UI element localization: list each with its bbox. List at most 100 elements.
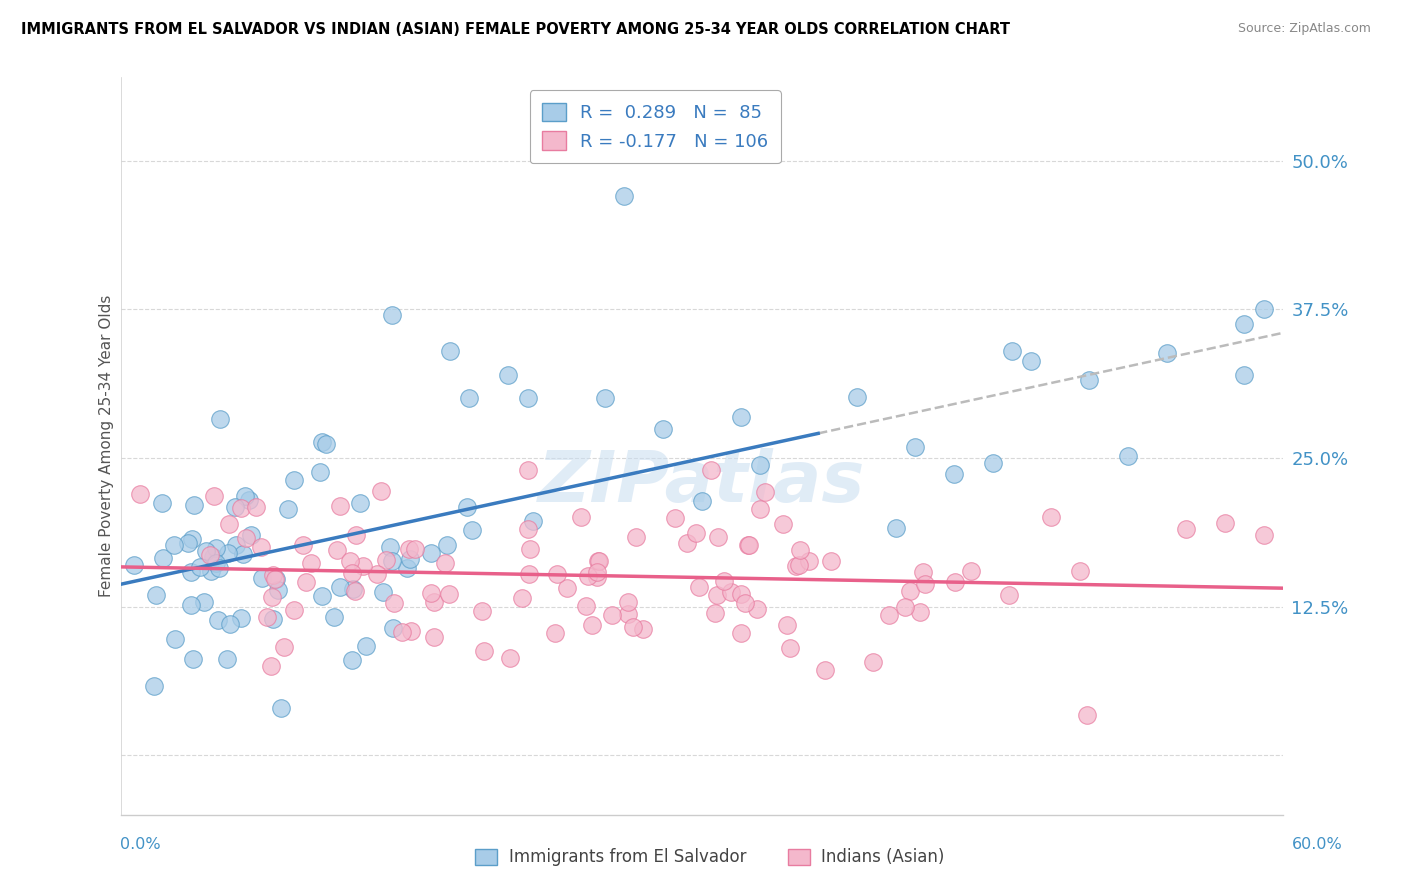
- Point: [748, 502, 770, 516]
- Point: [789, 543, 811, 558]
- Point: [1001, 343, 1024, 358]
- Point: [512, 591, 534, 606]
- Point: [340, 653, 363, 667]
- Point: [342, 582, 364, 596]
- Point: [329, 580, 352, 594]
- Point: [188, 559, 211, 574]
- Point: [229, 500, 252, 515]
- Point: [381, 308, 404, 322]
- Point: [516, 392, 538, 406]
- Point: [461, 523, 484, 537]
- Point: [366, 566, 388, 581]
- Point: [240, 528, 263, 542]
- Point: [690, 493, 713, 508]
- Point: [593, 392, 616, 406]
- Point: [329, 499, 352, 513]
- Point: [914, 577, 936, 591]
- Point: [472, 644, 495, 658]
- Point: [581, 617, 603, 632]
- Point: [326, 543, 349, 558]
- Point: [749, 458, 772, 472]
- Point: [862, 656, 884, 670]
- Point: [1156, 345, 1178, 359]
- Text: Source: ZipAtlas.com: Source: ZipAtlas.com: [1237, 22, 1371, 36]
- Point: [699, 463, 721, 477]
- Point: [754, 485, 776, 500]
- Point: [517, 566, 540, 581]
- Point: [436, 538, 458, 552]
- Point: [277, 502, 299, 516]
- Point: [145, 588, 167, 602]
- Point: [183, 652, 205, 666]
- Legend: R =  0.289   N =  85, R = -0.177   N = 106: R = 0.289 N = 85, R = -0.177 N = 106: [530, 90, 782, 163]
- Point: [260, 659, 283, 673]
- Point: [522, 514, 544, 528]
- Point: [1078, 373, 1101, 387]
- Point: [217, 546, 239, 560]
- Point: [292, 538, 315, 552]
- Point: [575, 599, 598, 614]
- Point: [516, 522, 538, 536]
- Point: [496, 368, 519, 382]
- Point: [250, 571, 273, 585]
- Point: [960, 564, 983, 578]
- Point: [342, 566, 364, 580]
- Point: [1213, 516, 1236, 531]
- Point: [555, 581, 578, 595]
- Point: [1039, 510, 1062, 524]
- Point: [588, 554, 610, 568]
- Point: [787, 558, 810, 572]
- Text: IMMIGRANTS FROM EL SALVADOR VS INDIAN (ASIAN) FEMALE POVERTY AMONG 25-34 YEAR OL: IMMIGRANTS FROM EL SALVADOR VS INDIAN (A…: [21, 22, 1010, 37]
- Point: [204, 541, 226, 555]
- Point: [267, 583, 290, 598]
- Point: [499, 650, 522, 665]
- Y-axis label: Female Poverty Among 25-34 Year Olds: Female Poverty Among 25-34 Year Olds: [100, 295, 114, 597]
- Point: [586, 570, 609, 584]
- Point: [1233, 368, 1256, 382]
- Point: [730, 410, 752, 425]
- Point: [384, 596, 406, 610]
- Point: [845, 390, 868, 404]
- Point: [519, 541, 541, 556]
- Point: [516, 463, 538, 477]
- Point: [235, 531, 257, 545]
- Point: [617, 607, 640, 622]
- Point: [471, 604, 494, 618]
- Point: [707, 530, 730, 544]
- Point: [218, 617, 240, 632]
- Point: [232, 547, 254, 561]
- Point: [375, 553, 398, 567]
- Point: [884, 520, 907, 534]
- Point: [544, 625, 567, 640]
- Point: [299, 556, 322, 570]
- Point: [981, 456, 1004, 470]
- Point: [262, 568, 284, 582]
- Point: [200, 548, 222, 562]
- Point: [201, 550, 224, 565]
- Point: [624, 530, 647, 544]
- Point: [1076, 707, 1098, 722]
- Point: [200, 564, 222, 578]
- Point: [344, 528, 367, 542]
- Point: [688, 580, 710, 594]
- Point: [1233, 318, 1256, 332]
- Point: [730, 626, 752, 640]
- Point: [785, 558, 807, 573]
- Point: [238, 493, 260, 508]
- Point: [738, 538, 761, 552]
- Point: [942, 467, 965, 481]
- Point: [322, 609, 344, 624]
- Point: [262, 612, 284, 626]
- Point: [633, 622, 655, 636]
- Point: [218, 516, 240, 531]
- Point: [264, 572, 287, 586]
- Point: [215, 652, 238, 666]
- Point: [423, 595, 446, 609]
- Point: [233, 488, 256, 502]
- Point: [704, 606, 727, 620]
- Point: [309, 465, 332, 479]
- Point: [706, 588, 728, 602]
- Point: [224, 500, 246, 514]
- Text: ZIPatlas: ZIPatlas: [538, 449, 866, 517]
- Point: [352, 558, 374, 573]
